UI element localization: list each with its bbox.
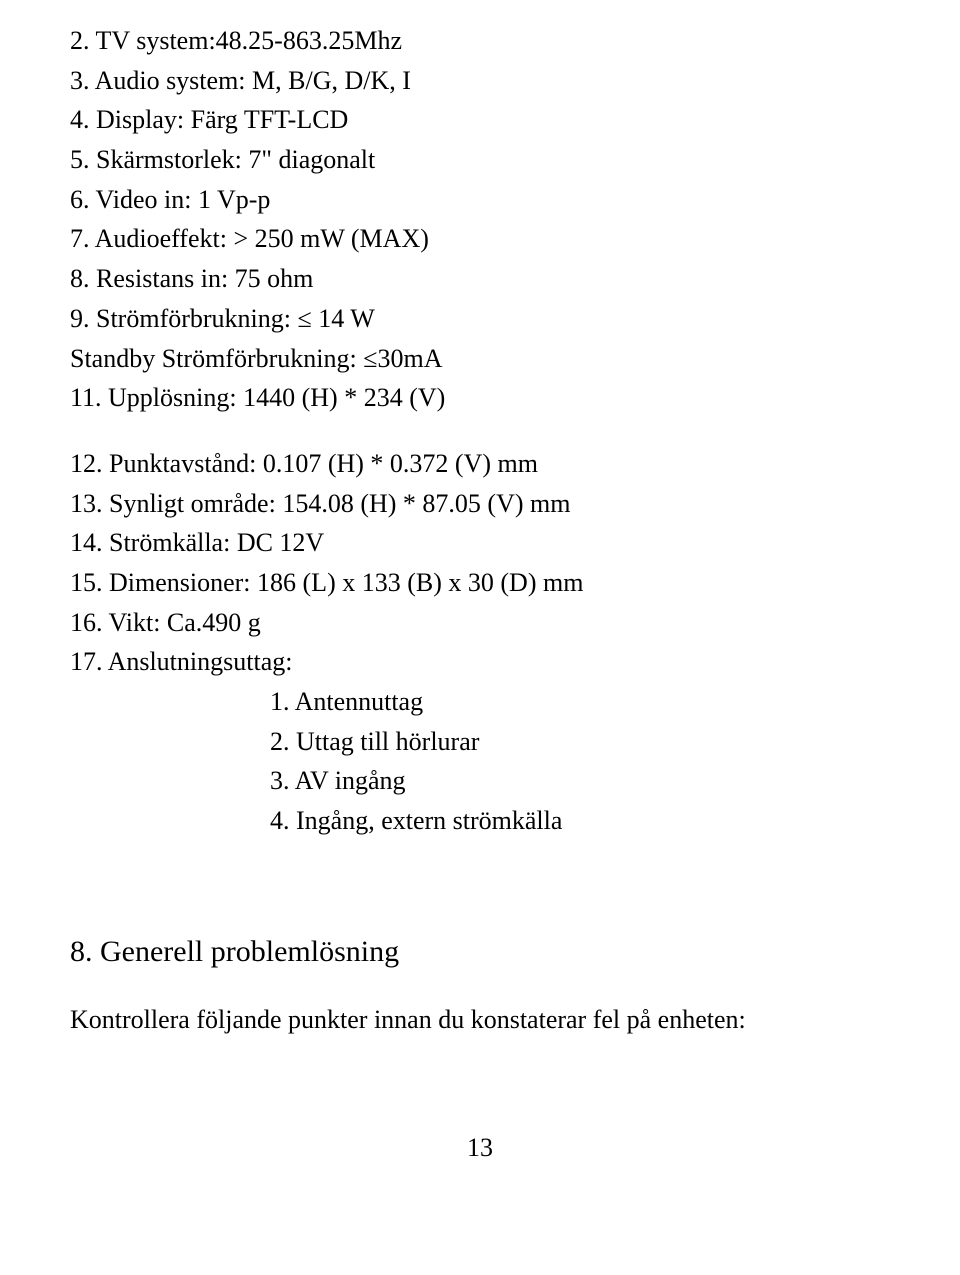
spec-line-8: 8. Resistans in: 75 ohm [70, 260, 890, 298]
spec-line-6: 6. Video in: 1 Vp-p [70, 181, 890, 219]
connection-sublist: 1. Antennuttag 2. Uttag till hörlurar 3.… [70, 683, 890, 840]
spec-line-13: 13. Synligt område: 154.08 (H) * 87.05 (… [70, 485, 890, 523]
spec-line-17: 17. Anslutningsuttag: [70, 643, 890, 681]
sub-item-2: 2. Uttag till hörlurar [270, 723, 890, 761]
section-heading: 8. Generell problemlösning [70, 930, 890, 974]
spec-line-5: 5. Skärmstorlek: 7" diagonalt [70, 141, 890, 179]
spec-line-2: 2. TV system:48.25-863.25Mhz [70, 22, 890, 60]
spec-line-15: 15. Dimensioner: 186 (L) x 133 (B) x 30 … [70, 564, 890, 602]
sub-item-4: 4. Ingång, extern strömkälla [270, 802, 890, 840]
sub-item-1: 1. Antennuttag [270, 683, 890, 721]
spec-line-11: 11. Upplösning: 1440 (H) * 234 (V) [70, 379, 890, 417]
section-intro: Kontrollera följande punkter innan du ko… [70, 1001, 890, 1039]
spec-line-12: 12. Punktavstånd: 0.107 (H) * 0.372 (V) … [70, 445, 890, 483]
spec-line-4: 4. Display: Färg TFT-LCD [70, 101, 890, 139]
page-number: 13 [70, 1129, 890, 1167]
block-gap [70, 419, 890, 443]
sub-item-3: 3. AV ingång [270, 762, 890, 800]
spec-line-7: 7. Audioeffekt: > 250 mW (MAX) [70, 220, 890, 258]
spec-line-3: 3. Audio system: M, B/G, D/K, I [70, 62, 890, 100]
spec-line-14: 14. Strömkälla: DC 12V [70, 524, 890, 562]
spec-line-16: 16. Vikt: Ca.490 g [70, 604, 890, 642]
spec-line-9b: Standby Strömförbrukning: ≤30mA [70, 340, 890, 378]
spec-line-9: 9. Strömförbrukning: ≤ 14 W [70, 300, 890, 338]
